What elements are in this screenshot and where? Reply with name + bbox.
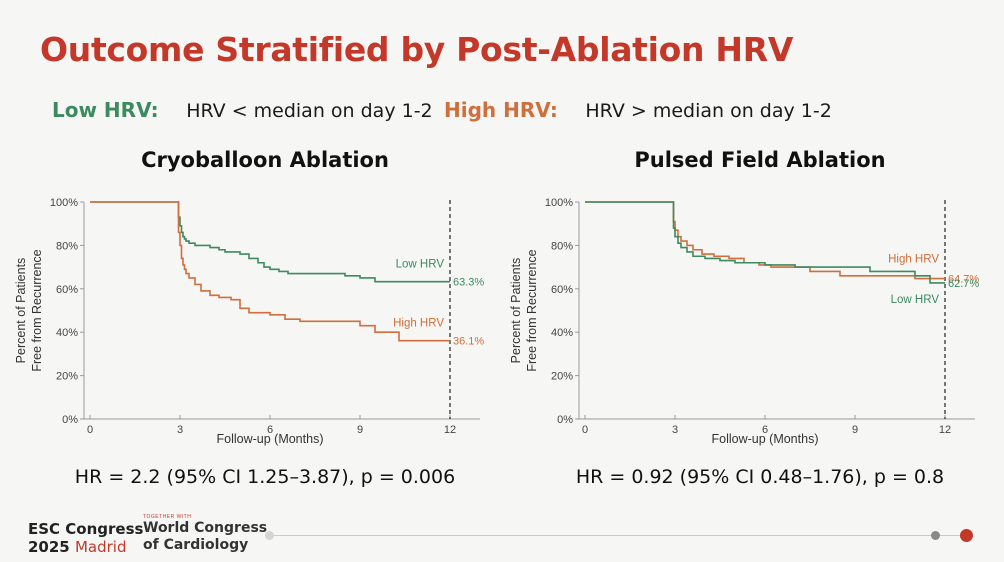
x-tick-label: 9 <box>357 424 363 436</box>
y-tick-label: 60% <box>56 284 78 296</box>
hr-text-pfa: HR = 0.92 (95% CI 0.48–1.76), p = 0.8 <box>575 466 945 488</box>
x-tick-label: 0 <box>582 424 588 436</box>
hr-text-cryo: HR = 2.2 (95% CI 1.25–3.87), p = 0.006 <box>74 466 456 488</box>
esc-city: Madrid <box>74 538 127 556</box>
km-chart-pfa: 0% 20% 40% 60% 80% 100% 0 3 6 9 12 Follow-up (Month… <box>509 197 979 446</box>
y-tick-label: 100% <box>545 197 573 209</box>
x-tick-label: 6 <box>762 424 768 436</box>
y-tick-label: 20% <box>56 371 78 383</box>
legend-low-desc: HRV < median on day 1-2 <box>186 100 433 122</box>
y-axis-label-line1: Percent of Patients <box>14 258 28 364</box>
x-axis-label: Follow-up (Months) <box>217 432 324 446</box>
y-axis-label-line1: Percent of Patients <box>509 258 523 364</box>
y-tick-label: 60% <box>551 284 573 296</box>
x-tick-label: 12 <box>939 424 951 436</box>
x-tick-label: 6 <box>267 424 273 436</box>
km-curve-low-hrv <box>585 201 945 284</box>
series-label-low-hrv: Low HRV <box>891 294 940 306</box>
esc-year: 2025 <box>28 538 70 556</box>
x-tick-label: 9 <box>852 424 858 436</box>
wcc-line1: World Congress <box>143 520 268 536</box>
footer-logos: ESC Congress 2025 Madrid TOGETHER WITH W… <box>28 514 267 556</box>
y-tick-label: 20% <box>551 371 573 383</box>
chart-title-pfa: Pulsed Field Ablation <box>634 148 886 172</box>
x-tick-label: 12 <box>444 424 456 436</box>
y-tick-label: 0% <box>557 414 573 426</box>
y-tick-label: 80% <box>551 240 573 252</box>
x-tick-label: 3 <box>177 424 183 436</box>
y-axis-label-line2: Free from Recurrence <box>30 249 44 371</box>
wcc-logo: World Congress of Cardiology <box>143 520 267 554</box>
legend-low: Low HRV: HRV < median on day 1-2 <box>52 98 433 123</box>
km-curve-high-hrv <box>585 201 945 280</box>
legend-high: High HRV: HRV > median on day 1-2 <box>444 98 832 123</box>
slide-title: Outcome Stratified by Post-Ablation HRV <box>40 30 794 69</box>
x-tick-label: 0 <box>87 424 93 436</box>
series-label-low-hrv: Low HRV <box>396 259 445 271</box>
series-label-high-hrv: High HRV <box>888 254 939 266</box>
km-chart-cryo: 0% 20% 40% 60% 80% 100% 0 3 6 9 12 Follow-up (Month… <box>14 197 484 446</box>
legend-low-key: Low HRV: <box>52 98 159 122</box>
legend-high-desc: HRV > median on day 1-2 <box>585 100 832 122</box>
y-tick-label: 100% <box>50 197 78 209</box>
y-tick-label: 80% <box>56 240 78 252</box>
esc-logo-line2: 2025 Madrid <box>28 538 143 556</box>
y-axis-label-line2: Free from Recurrence <box>525 249 539 371</box>
end-value-high-hrv: 36.1% <box>453 336 484 348</box>
km-curve-low-hrv <box>90 201 450 283</box>
end-value-low-hrv: 62.7% <box>948 278 979 290</box>
progress-current-dot[interactable] <box>960 529 973 542</box>
x-tick-label: 3 <box>672 424 678 436</box>
end-value-low-hrv: 63.3% <box>453 277 484 289</box>
series-label-high-hrv: High HRV <box>393 318 444 330</box>
km-curve-high-hrv <box>90 201 450 342</box>
chart-title-cryo: Cryoballoon Ablation <box>141 148 389 172</box>
x-axis-label: Follow-up (Months) <box>712 432 819 446</box>
y-tick-label: 40% <box>56 327 78 339</box>
legend-high-key: High HRV: <box>444 98 558 122</box>
esc-logo-line1: ESC Congress <box>28 520 144 538</box>
end-value-high-hrv: 64.7% <box>948 274 979 286</box>
wcc-line2: of Cardiology <box>143 537 249 553</box>
y-tick-label: 0% <box>62 414 78 426</box>
y-tick-label: 40% <box>551 327 573 339</box>
progress-start-dot <box>265 531 274 540</box>
together-with-label: TOGETHER WITH <box>143 514 192 520</box>
progress-prev-dot[interactable] <box>931 531 940 540</box>
slide-progress-track <box>270 535 962 536</box>
